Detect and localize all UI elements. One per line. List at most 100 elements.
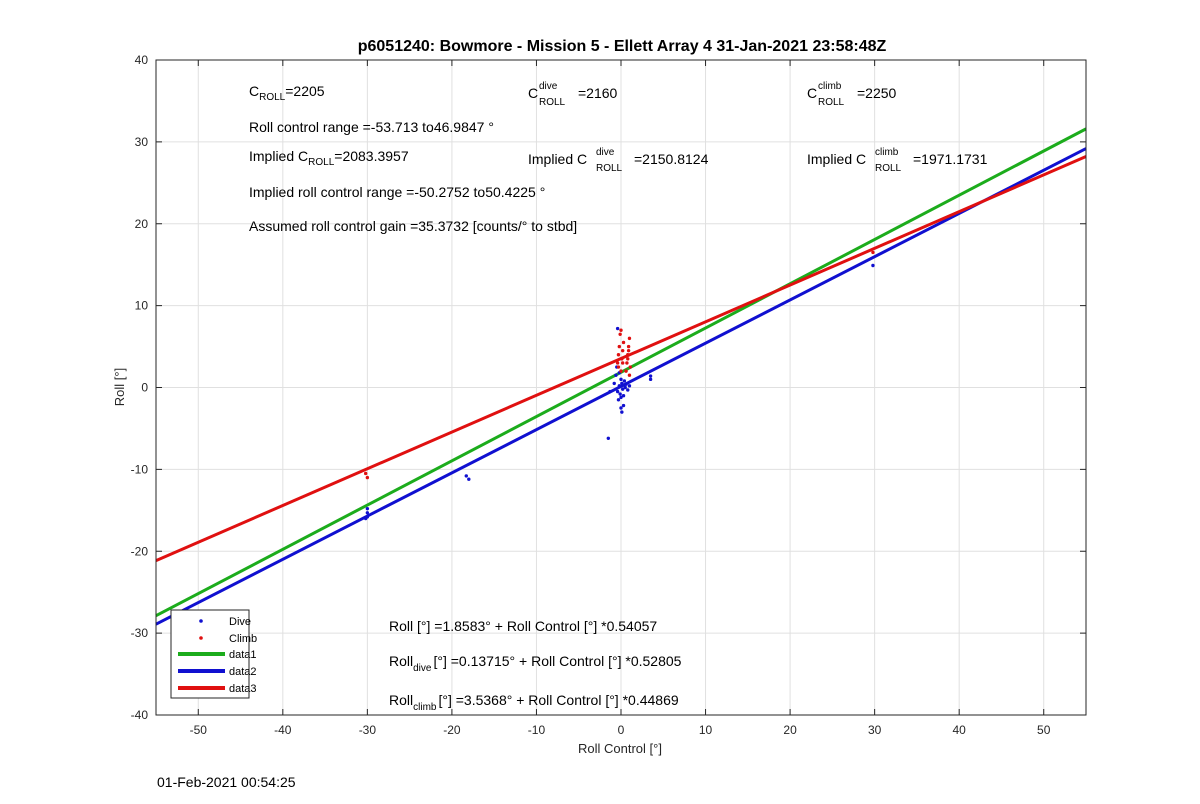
dive-point [464, 474, 468, 478]
climb-point [616, 365, 621, 369]
x-tick-label: 40 [953, 723, 967, 737]
dive-point [616, 398, 621, 402]
assumed-gain-annotation: Assumed roll control gain =35.3732 [coun… [249, 218, 577, 234]
dive-point [606, 436, 611, 440]
climb-point [363, 471, 368, 476]
dive-point [871, 263, 875, 268]
implied-c-roll-dive-label: Implied C [528, 151, 587, 167]
y-tick-label: 0 [141, 381, 148, 395]
x-tick-label: 0 [618, 723, 625, 737]
c-roll-climb-sup: climb [818, 81, 842, 92]
y-tick-label: 20 [135, 217, 149, 231]
x-tick-label: 30 [868, 723, 882, 737]
y-tick-label: 40 [135, 53, 149, 67]
climb-point [621, 340, 626, 345]
implied-roll-range-annotation: Implied roll control range =-50.2752 to5… [249, 184, 545, 200]
dive-point [365, 511, 370, 515]
dive-point [620, 387, 625, 391]
climb-point [617, 344, 622, 349]
dive-point [620, 410, 624, 414]
fit-all-annotation: Roll [°] =1.8583° + Roll Control [°] *0.… [389, 618, 657, 634]
x-tick-label: 20 [783, 723, 797, 737]
axis-ticks: -50 -40 -30 -20 -10 0 10 20 30 40 50 -40 -30 -20 -10 0 1… [131, 53, 1086, 737]
c-roll-climb-annotation: C [807, 85, 817, 101]
dive-point [614, 373, 618, 377]
x-tick-label: -10 [528, 723, 546, 737]
c-roll-climb-sub: ROLL [818, 97, 845, 108]
dive-point [623, 385, 627, 390]
legend-data3-label: data3 [229, 683, 257, 695]
climb-point [626, 348, 631, 353]
implied-c-roll-annotation: Implied CROLL=2083.3957 [249, 148, 409, 168]
climb-point [618, 332, 622, 336]
dive-point [648, 377, 653, 382]
c-roll-dive-value: =2160 [578, 85, 618, 101]
c-roll-dive-sup: dive [539, 81, 558, 92]
dive-point [622, 379, 627, 383]
dive-point [619, 377, 623, 382]
dive-point [608, 389, 612, 394]
dive-point [615, 389, 620, 394]
dive-point [612, 381, 616, 386]
c-roll-dive-annotation: C [528, 85, 538, 101]
climb-point [615, 361, 620, 365]
footer-timestamp: 01-Feb-2021 00:54:25 [157, 774, 296, 790]
dive-point [621, 393, 626, 398]
fit-line-data2 [155, 147, 1087, 626]
climb-point [626, 353, 630, 357]
x-axis-label: Roll Control [°] [578, 741, 662, 756]
c-roll-dive-sub: ROLL [539, 97, 566, 108]
dive-point [617, 384, 622, 388]
y-tick-label: -10 [131, 462, 149, 476]
implied-c-roll-climb-label: Implied C [807, 151, 866, 167]
implied-c-roll-dive-sub: ROLL [596, 163, 623, 174]
data-points [363, 250, 875, 521]
x-tick-label: 50 [1037, 723, 1051, 737]
y-tick-label: -20 [131, 544, 149, 558]
climb-point [625, 361, 629, 365]
climb-point [365, 475, 370, 480]
dive-point [621, 403, 626, 408]
fit-dive-annotation: Rolldive [°] =0.13715° + Roll Control [°]… [389, 653, 682, 674]
legend-climb-label: Climb [229, 633, 257, 645]
implied-c-roll-dive-value: =2150.8124 [634, 151, 709, 167]
climb-point [619, 369, 623, 373]
legend-dive-label: Dive [229, 616, 251, 628]
fit-climb-annotation: Rollclimb [°] =3.5368° + Roll Control [°]… [389, 692, 679, 713]
y-tick-label: -40 [131, 708, 149, 722]
x-tick-label: -20 [443, 723, 461, 737]
dive-point [619, 406, 623, 410]
dive-point [624, 382, 628, 386]
climb-point [620, 361, 625, 365]
climb-point [627, 336, 632, 341]
climb-point [628, 365, 632, 369]
roll-control-range-annotation: Roll control range =-53.713 to46.9847 ° [249, 119, 494, 135]
dive-point [619, 395, 623, 400]
dive-point [626, 388, 630, 392]
legend-data1-label: data1 [229, 649, 257, 661]
c-roll-climb-value: =2250 [857, 85, 897, 101]
legend-dive-marker [199, 619, 203, 623]
y-axis-label: Roll [°] [112, 368, 127, 406]
legend: Dive Climb data1 data2 data3 [170, 609, 257, 699]
legend-climb-marker [199, 636, 203, 640]
dive-point [618, 392, 622, 396]
y-tick-label: 10 [135, 299, 149, 313]
climb-point [616, 353, 621, 357]
implied-c-roll-climb-sup: climb [875, 147, 899, 158]
climb-point [624, 369, 628, 373]
climb-point [627, 373, 632, 377]
dive-point [627, 384, 632, 388]
dive-point [467, 477, 471, 481]
climb-point [871, 250, 875, 255]
climb-point [626, 357, 630, 361]
climb-point [619, 328, 623, 332]
implied-c-roll-climb-value: =1971.1731 [913, 151, 988, 167]
implied-c-roll-dive-sup: dive [596, 147, 615, 158]
chart-title: p6051240: Bowmore - Mission 5 - Ellett A… [358, 38, 887, 55]
dive-point [365, 506, 370, 511]
dive-point [363, 516, 368, 521]
y-tick-label: 30 [135, 135, 149, 149]
x-tick-label: -50 [190, 723, 208, 737]
